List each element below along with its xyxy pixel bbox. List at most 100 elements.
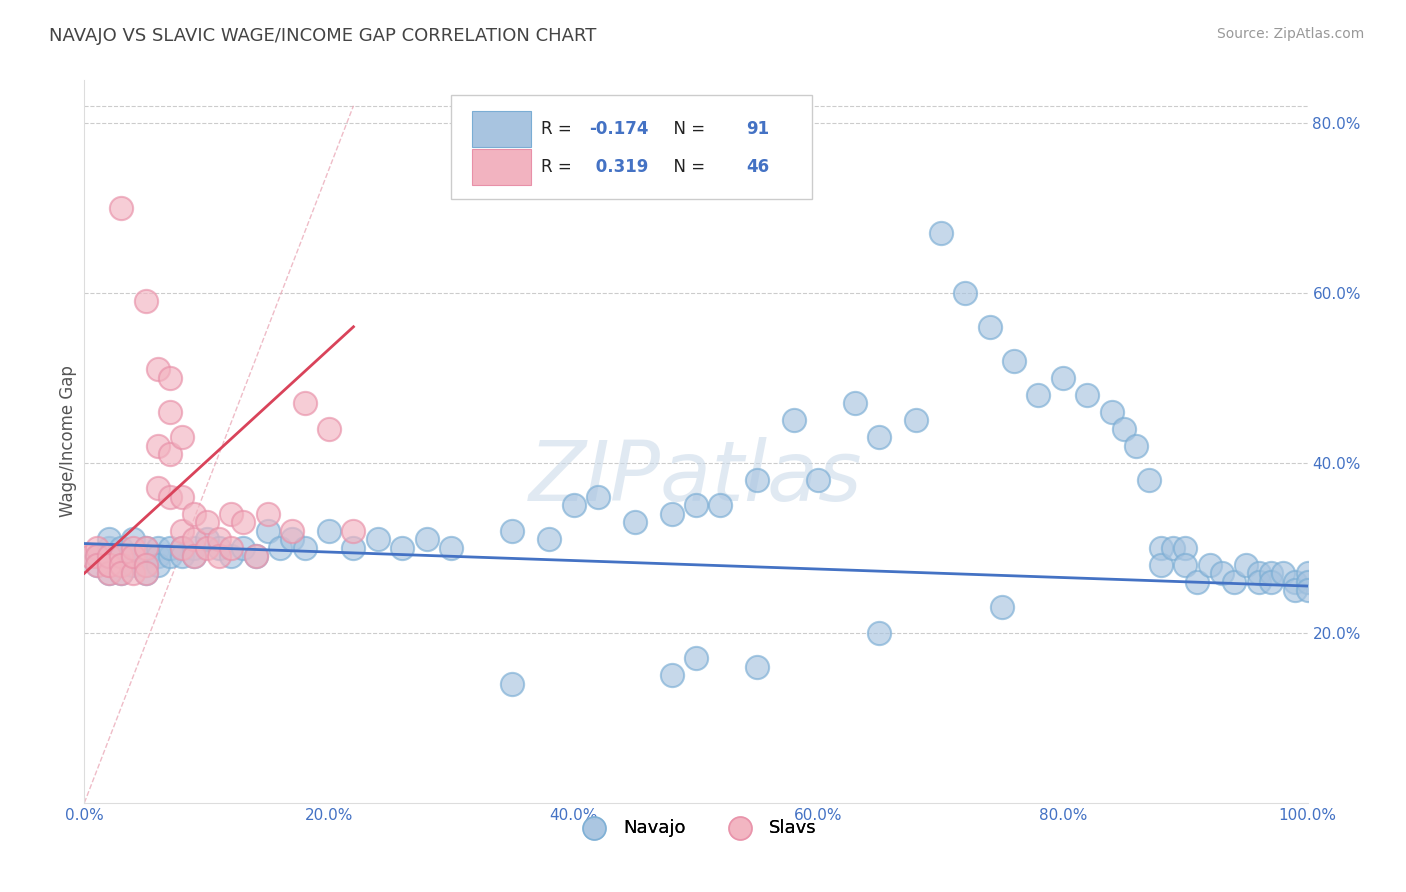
Point [208, 549, 231, 564]
Point [86, 558, 108, 572]
Point [219, 507, 242, 521]
Point [294, 396, 316, 410]
Point [1174, 541, 1197, 555]
Point [318, 422, 340, 436]
Point [1272, 566, 1295, 581]
Point [991, 600, 1014, 615]
Point [146, 439, 169, 453]
Point [281, 533, 304, 547]
Point [208, 533, 231, 547]
Text: N =: N = [664, 158, 710, 176]
Point [1187, 574, 1209, 589]
Point [1223, 574, 1246, 589]
Point [172, 524, 194, 538]
Point [257, 524, 280, 538]
Point [135, 558, 157, 572]
Point [135, 541, 157, 555]
Point [97, 533, 120, 547]
Point [367, 533, 389, 547]
Point [122, 566, 145, 581]
Point [146, 481, 169, 495]
Point [183, 507, 205, 521]
Point [146, 362, 169, 376]
Point [122, 549, 145, 564]
Point [905, 413, 928, 427]
Point [844, 396, 866, 410]
Point [269, 541, 291, 555]
Point [172, 541, 194, 555]
Point [79, 549, 101, 564]
Point [208, 541, 231, 555]
Point [685, 498, 707, 512]
Y-axis label: Wage/Income Gap: Wage/Income Gap [59, 366, 77, 517]
Text: ZIPatlas: ZIPatlas [529, 437, 863, 518]
Point [232, 516, 254, 530]
Point [97, 558, 120, 572]
Point [1284, 574, 1306, 589]
Point [86, 541, 108, 555]
FancyBboxPatch shape [472, 111, 531, 147]
Text: 0.319: 0.319 [589, 158, 648, 176]
Point [1260, 574, 1282, 589]
Point [122, 549, 145, 564]
Point [538, 533, 561, 547]
Point [135, 549, 157, 564]
Text: NAVAJO VS SLAVIC WAGE/INCOME GAP CORRELATION CHART: NAVAJO VS SLAVIC WAGE/INCOME GAP CORRELA… [49, 27, 596, 45]
Point [135, 294, 157, 309]
Text: R =: R = [541, 158, 576, 176]
Point [783, 413, 806, 427]
Point [86, 549, 108, 564]
Point [86, 549, 108, 564]
Point [318, 524, 340, 538]
Point [159, 490, 181, 504]
Point [110, 201, 132, 215]
Point [135, 566, 157, 581]
Point [172, 541, 194, 555]
Point [159, 549, 181, 564]
Point [146, 558, 169, 572]
Point [110, 566, 132, 581]
Point [1198, 558, 1220, 572]
Point [183, 549, 205, 564]
Legend: Navajo, Slavs: Navajo, Slavs [568, 812, 824, 845]
Point [391, 541, 413, 555]
Point [97, 541, 120, 555]
Point [245, 549, 267, 564]
Point [195, 533, 218, 547]
Text: Source: ZipAtlas.com: Source: ZipAtlas.com [1216, 27, 1364, 41]
Point [97, 566, 120, 581]
Point [807, 473, 830, 487]
Text: 91: 91 [747, 120, 769, 137]
Point [747, 473, 769, 487]
Point [979, 319, 1001, 334]
Point [1284, 583, 1306, 598]
Point [135, 566, 157, 581]
Point [685, 651, 707, 665]
Point [110, 558, 132, 572]
Point [110, 549, 132, 564]
Point [219, 549, 242, 564]
Point [232, 541, 254, 555]
Point [1247, 566, 1270, 581]
Point [1114, 422, 1136, 436]
Point [747, 660, 769, 674]
Point [1150, 541, 1173, 555]
Point [110, 541, 132, 555]
Point [146, 549, 169, 564]
Point [195, 516, 218, 530]
FancyBboxPatch shape [472, 149, 531, 185]
Text: N =: N = [664, 120, 710, 137]
Point [97, 549, 120, 564]
Point [110, 566, 132, 581]
Point [1236, 558, 1258, 572]
Point [86, 558, 108, 572]
Point [342, 541, 364, 555]
Point [953, 285, 976, 300]
Point [1247, 574, 1270, 589]
FancyBboxPatch shape [451, 95, 813, 200]
Point [1260, 566, 1282, 581]
Point [183, 533, 205, 547]
Point [281, 524, 304, 538]
Point [195, 541, 218, 555]
Point [1137, 473, 1160, 487]
